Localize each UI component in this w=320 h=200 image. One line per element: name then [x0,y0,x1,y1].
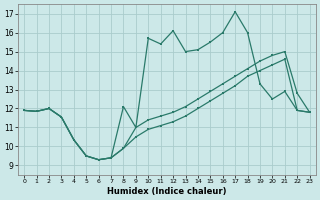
X-axis label: Humidex (Indice chaleur): Humidex (Indice chaleur) [107,187,227,196]
